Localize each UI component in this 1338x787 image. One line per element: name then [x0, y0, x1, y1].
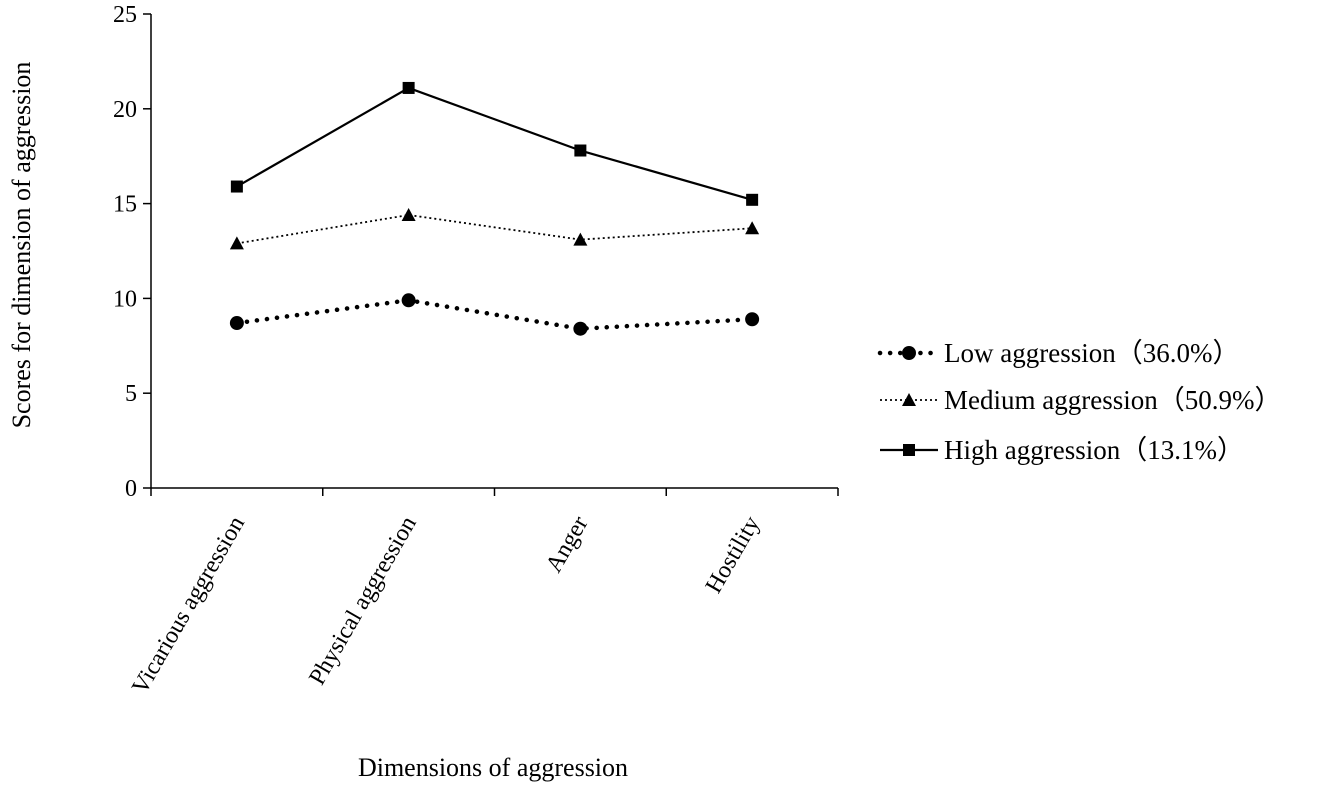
series-line	[236, 214, 753, 245]
legend-label: Low aggression（36.0%）	[944, 338, 1239, 368]
data-point	[745, 221, 760, 235]
x-tick-label: Hostility	[701, 512, 766, 598]
y-tick-label: 25	[113, 2, 137, 28]
legend-entry-3: High aggression（13.1%）	[880, 435, 1244, 465]
legend-marker	[902, 346, 916, 360]
y-tick-label: 0	[125, 476, 137, 502]
legend-entry-1: Low aggression（36.0%）	[877, 338, 1239, 368]
data-point	[573, 321, 588, 336]
data-point	[230, 180, 243, 193]
series-line	[234, 298, 755, 331]
x-tick-label: Physical aggression	[304, 512, 422, 690]
y-tick-label: 10	[113, 286, 137, 312]
x-tick-label: Vicarious aggression	[127, 512, 250, 699]
data-point	[401, 207, 416, 221]
axes: 0 5 10 15 20 25 Vicarious aggression Physical a…	[113, 2, 839, 699]
x-axis-title: Dimensions of aggression	[358, 753, 628, 782]
data-point	[574, 144, 587, 157]
y-tick-label: 15	[113, 192, 137, 218]
legend-marker	[903, 444, 915, 456]
y-axis-title: Scores for dimension of aggression	[7, 62, 36, 429]
data-point	[229, 236, 244, 250]
data-point	[746, 193, 759, 206]
series-1	[229, 293, 760, 336]
y-tick-label: 20	[113, 97, 137, 123]
series-layer	[229, 81, 760, 336]
y-tick-label: 5	[125, 381, 137, 407]
legend: Low aggression（36.0%） Medium aggression（5…	[877, 338, 1281, 465]
series-3	[230, 81, 759, 206]
legend-entry-2: Medium aggression（50.9%）	[880, 385, 1281, 415]
series-2	[229, 207, 760, 250]
legend-label: High aggression（13.1%）	[944, 435, 1244, 465]
x-tick-label: Anger	[541, 512, 594, 577]
data-point	[745, 312, 760, 327]
data-point	[229, 316, 244, 331]
legend-marker	[902, 393, 916, 406]
legend-label: Medium aggression（50.9%）	[944, 385, 1281, 415]
data-point	[573, 232, 588, 246]
series-line	[236, 86, 753, 201]
data-point	[401, 293, 416, 308]
data-point	[402, 81, 415, 94]
